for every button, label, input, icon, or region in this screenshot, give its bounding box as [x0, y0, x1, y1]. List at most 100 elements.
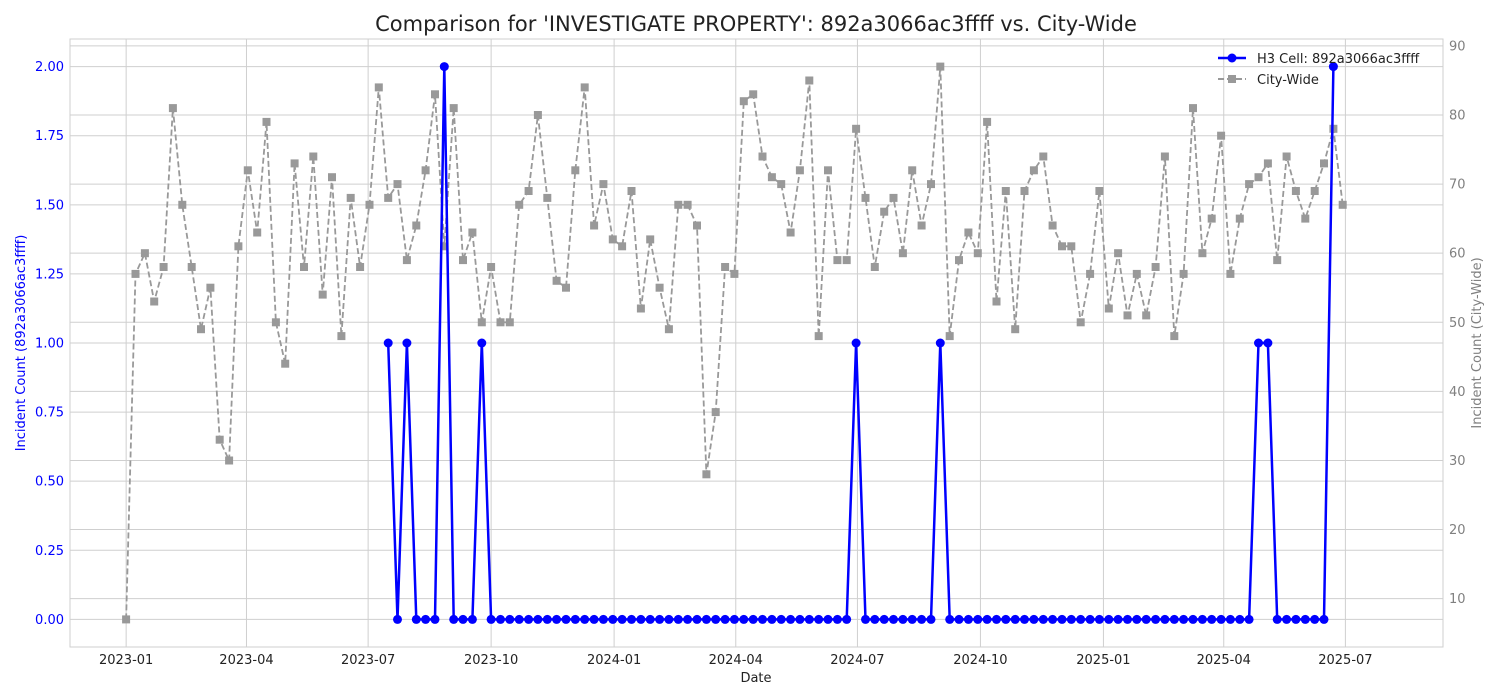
y-axis-label-right: Incident Count (City-Wide) — [1470, 257, 1485, 428]
data-point-city — [178, 200, 187, 209]
data-point-city — [805, 76, 814, 85]
plot-frame — [69, 38, 1444, 648]
data-point-city — [1058, 242, 1066, 251]
data-point-city — [271, 318, 280, 327]
data-point-city — [1338, 200, 1347, 209]
data-point-h3 — [645, 614, 655, 624]
data-point-h3 — [1169, 614, 1179, 624]
data-point-city — [880, 207, 889, 216]
legend-label-city: City-Wide — [1257, 73, 1319, 88]
data-point-city — [758, 152, 767, 161]
data-point-city — [655, 283, 664, 292]
data-point-h3 — [935, 338, 945, 348]
data-point-h3 — [393, 614, 402, 624]
x-tick-label: 2024-07 — [830, 653, 884, 668]
data-point-h3 — [917, 614, 927, 624]
data-point-city — [1263, 159, 1272, 168]
data-point-city — [1310, 187, 1319, 195]
y-tick-label-left: 0.75 — [35, 406, 64, 421]
x-tick-label: 2023-10 — [464, 653, 518, 668]
data-point-h3 — [683, 614, 693, 624]
data-point-city — [1048, 221, 1057, 230]
data-point-h3 — [664, 614, 674, 624]
data-point-h3 — [570, 614, 580, 624]
data-point-h3 — [692, 614, 702, 624]
data-point-h3 — [533, 614, 543, 624]
data-point-city — [421, 166, 430, 175]
y-tick-label-left: 0.00 — [35, 613, 64, 628]
data-point-h3 — [496, 614, 505, 624]
data-point-city — [562, 283, 570, 292]
data-point-city — [197, 325, 205, 334]
data-point-city — [374, 83, 383, 92]
data-point-h3 — [954, 614, 964, 624]
data-point-city — [1076, 318, 1085, 327]
data-point-city — [524, 187, 533, 195]
data-point-city — [664, 325, 673, 334]
data-point-city — [159, 263, 168, 271]
data-point-city — [1160, 152, 1169, 161]
data-point-city — [402, 256, 411, 265]
data-point-city — [346, 193, 355, 202]
data-point-h3 — [804, 614, 814, 624]
x-tick-label: 2025-04 — [1197, 653, 1251, 668]
data-point-city — [1001, 187, 1010, 195]
data-point-h3 — [477, 338, 487, 348]
data-point-h3 — [898, 614, 908, 624]
data-point-city — [917, 221, 926, 230]
data-point-city — [1254, 173, 1263, 182]
data-point-h3 — [1160, 614, 1170, 624]
y-tick-label-right: 70 — [1449, 178, 1466, 193]
data-point-city — [1179, 269, 1188, 278]
data-point-city — [833, 256, 842, 265]
data-point-city — [1020, 187, 1029, 195]
data-point-h3 — [1188, 614, 1198, 624]
data-point-city — [225, 456, 234, 465]
y-tick-label-left: 2.00 — [35, 60, 64, 75]
data-point-h3 — [1020, 614, 1029, 624]
y-tick-label-right: 80 — [1449, 109, 1466, 124]
data-point-h3 — [739, 614, 749, 624]
data-point-city — [365, 200, 374, 209]
data-point-city — [636, 304, 645, 313]
x-tick-label: 2023-04 — [219, 653, 273, 668]
data-point-h3 — [823, 614, 833, 624]
data-point-h3 — [598, 614, 608, 624]
data-point-h3 — [561, 614, 571, 624]
data-point-h3 — [720, 614, 730, 624]
data-point-h3 — [608, 614, 618, 624]
data-point-h3 — [1300, 614, 1310, 624]
data-point-h3 — [926, 614, 936, 624]
data-point-h3 — [1216, 614, 1226, 624]
data-point-city — [824, 166, 832, 175]
data-point-city — [243, 166, 252, 175]
data-point-h3 — [673, 614, 683, 624]
data-point-h3 — [430, 614, 440, 624]
data-point-city — [468, 228, 477, 237]
data-point-h3 — [505, 614, 515, 624]
y-tick-label-right: 30 — [1449, 454, 1466, 469]
data-point-city — [215, 435, 224, 444]
data-point-city — [487, 263, 496, 271]
data-point-h3 — [907, 614, 917, 624]
data-point-city — [1039, 152, 1048, 161]
data-point-city — [449, 104, 458, 113]
data-point-city — [627, 187, 636, 195]
data-point-city — [646, 235, 655, 244]
data-point-h3 — [1132, 614, 1142, 624]
data-point-city — [973, 249, 982, 258]
data-point-city — [168, 104, 177, 113]
x-tick-label: 2024-04 — [709, 653, 763, 668]
data-point-city — [431, 90, 439, 99]
data-point-h3 — [758, 614, 767, 624]
data-point-city — [393, 180, 402, 189]
data-point-h3 — [711, 614, 721, 624]
data-point-h3 — [889, 614, 898, 624]
grid — [70, 39, 1443, 647]
data-point-h3 — [449, 614, 459, 624]
legend-swatch-marker-city — [1228, 75, 1236, 83]
data-point-h3 — [992, 614, 1001, 624]
y-tick-label-left: 0.25 — [35, 544, 64, 559]
data-point-h3 — [580, 614, 590, 624]
